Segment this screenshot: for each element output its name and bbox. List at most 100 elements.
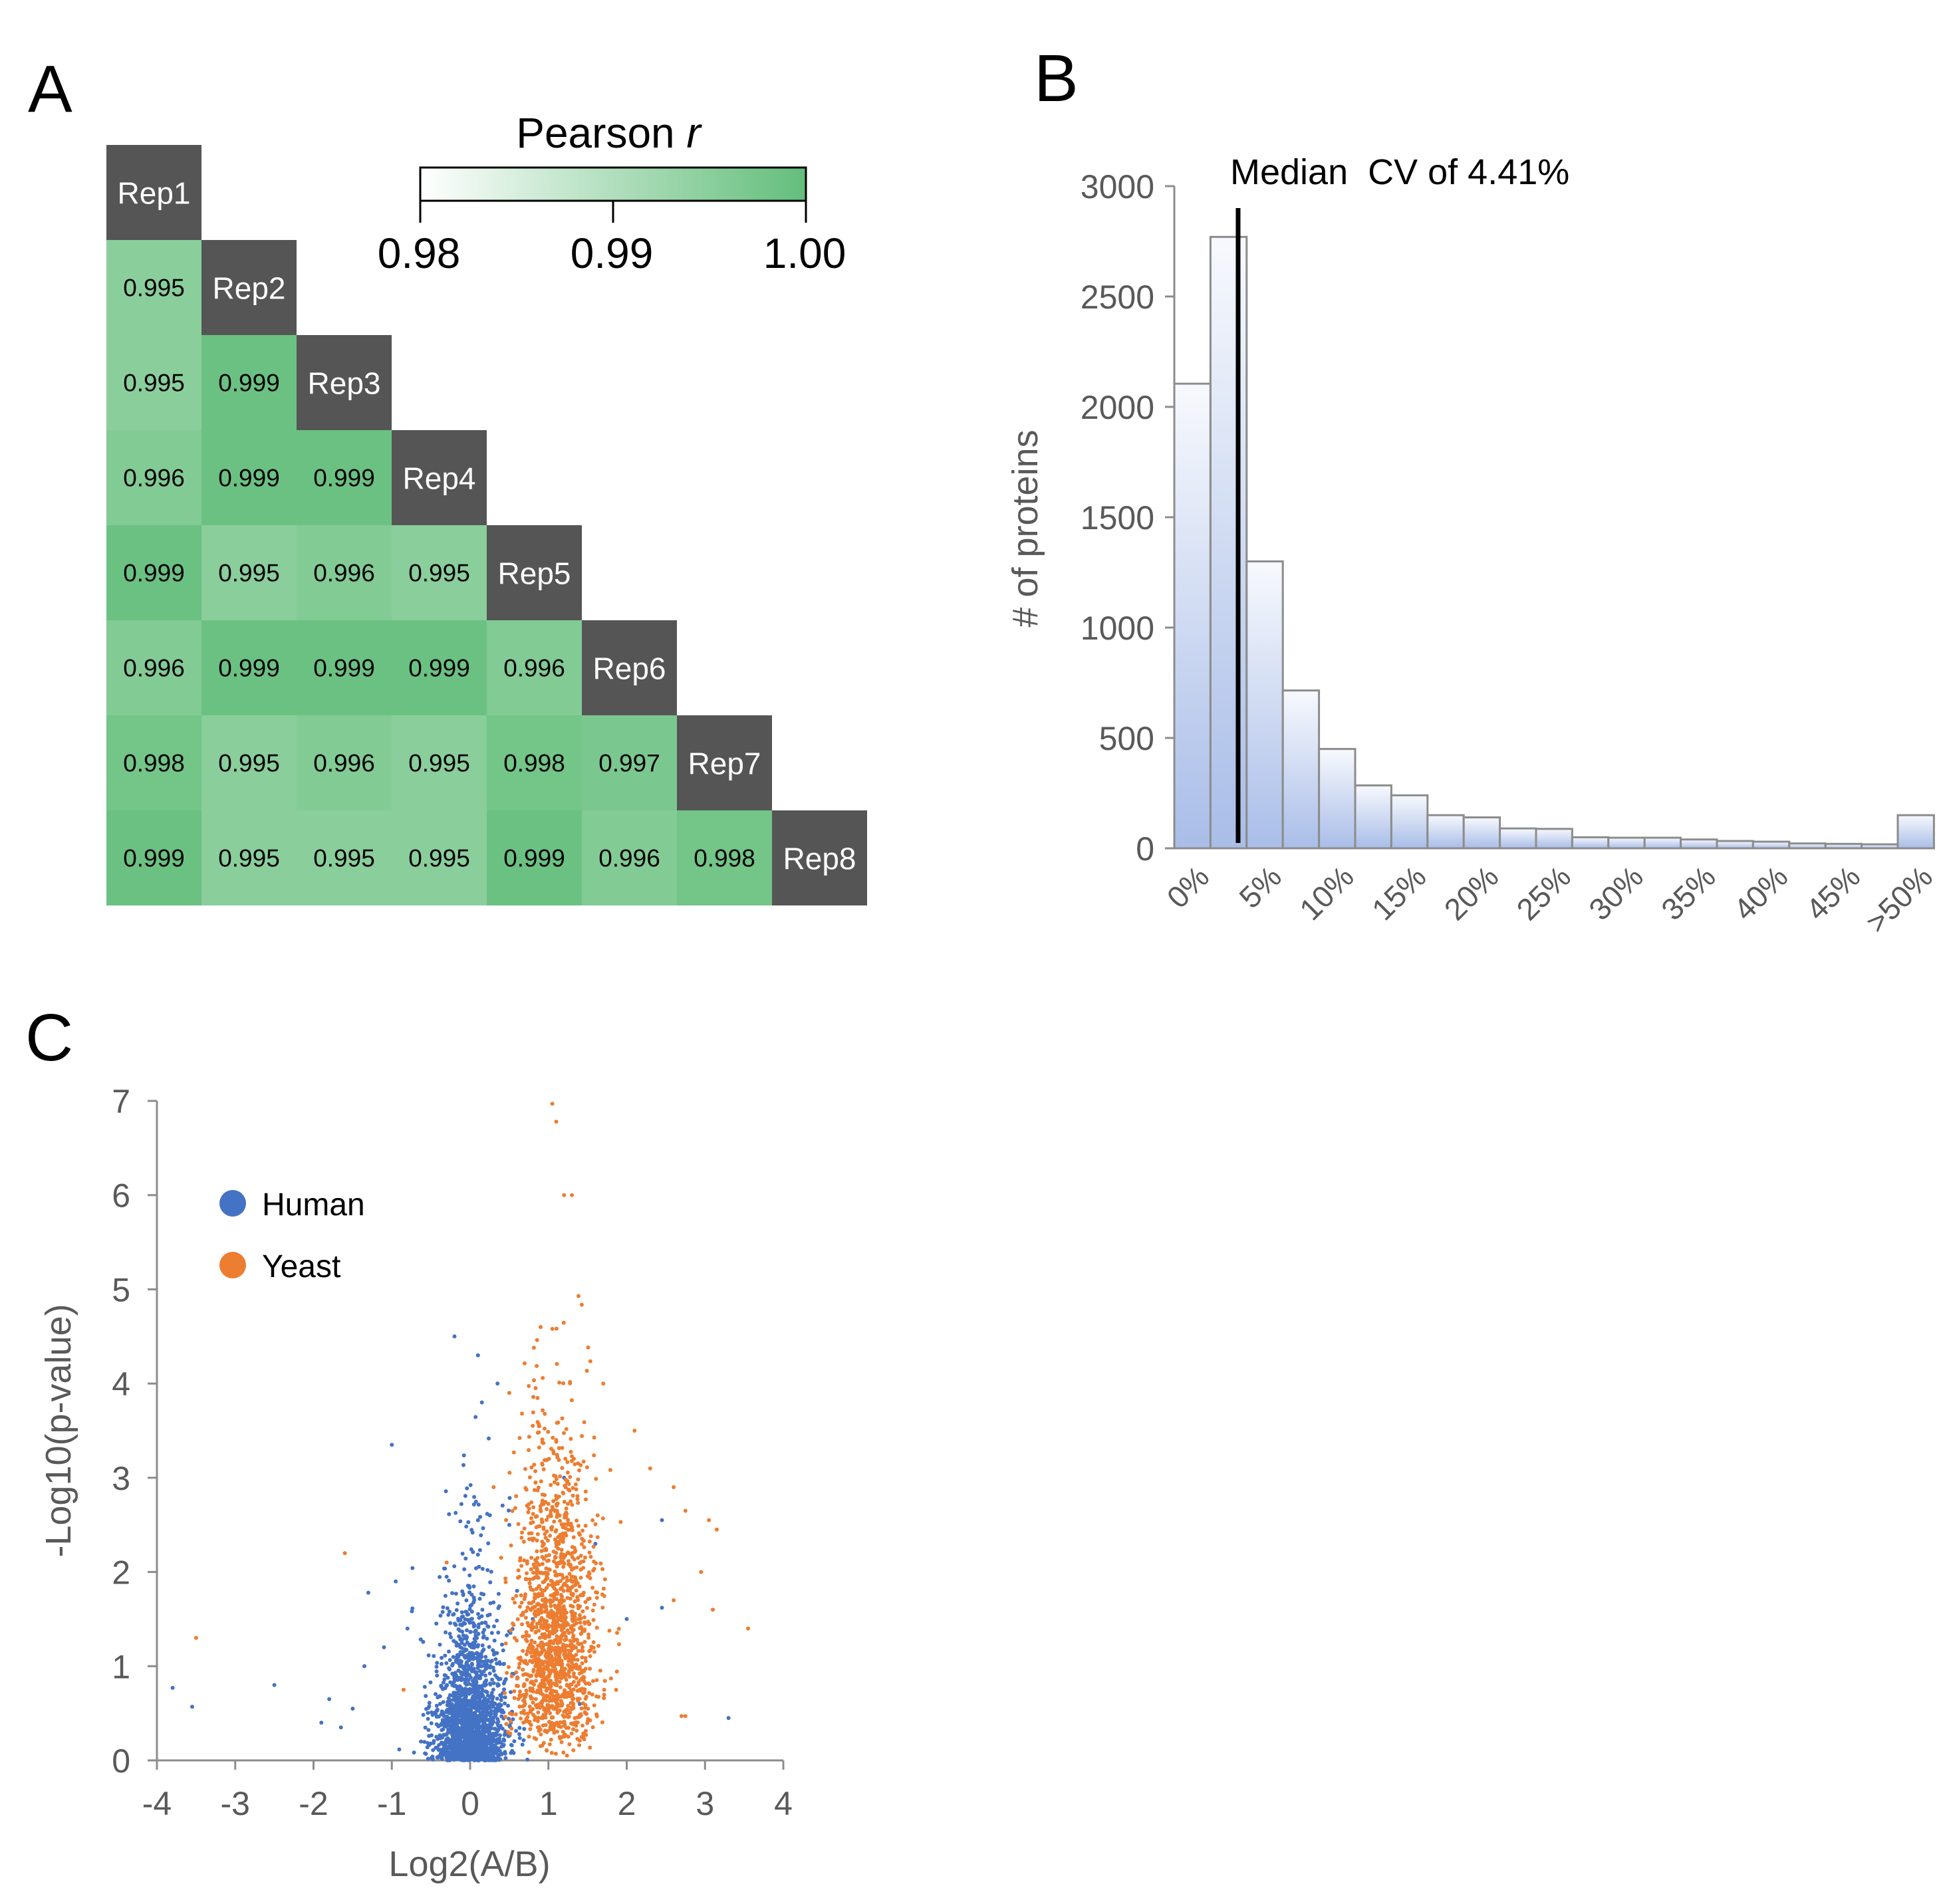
- yeast-point: [525, 1571, 529, 1576]
- human-point: [487, 1719, 492, 1723]
- human-point: [458, 1738, 463, 1742]
- yeast-point: [547, 1646, 551, 1651]
- human-point: [471, 1657, 475, 1661]
- y-axis-label: -Log10(p-value): [39, 1304, 78, 1557]
- human-point: [453, 1703, 458, 1707]
- yeast-point: [535, 1532, 540, 1536]
- human-point: [483, 1743, 487, 1747]
- yeast-point: [576, 1461, 581, 1466]
- human-point: [424, 1694, 428, 1699]
- yeast-point: [545, 1748, 549, 1752]
- human-point: [444, 1673, 448, 1678]
- yeast-point: [579, 1302, 584, 1307]
- human-point: [473, 1732, 478, 1736]
- yeast-point: [555, 1580, 560, 1584]
- yeast-point: [540, 1461, 545, 1466]
- volcano-plot: 0 1 2 3 4 5 6 7 -4 -3 -2 -1 0 1 2 3 4 Human Yeast Log2(…: [39, 1083, 793, 1884]
- human-point: [486, 1624, 491, 1629]
- yeast-point: [549, 1737, 553, 1742]
- human-point: [471, 1686, 476, 1691]
- human-point: [485, 1512, 489, 1516]
- yeast-point: [582, 1639, 587, 1644]
- human-point: [509, 1690, 513, 1695]
- yeast-point: [516, 1522, 521, 1526]
- yeast-point: [563, 1647, 568, 1652]
- yeast-point: [554, 1689, 559, 1694]
- yeast-point: [591, 1640, 596, 1645]
- yeast-point: [602, 1687, 606, 1692]
- human-point: [475, 1353, 480, 1358]
- yeast-point: [521, 1649, 525, 1653]
- yeast-point: [555, 1564, 559, 1569]
- human-point: [517, 1736, 522, 1740]
- yeast-point: [568, 1379, 573, 1384]
- human-point: [471, 1621, 476, 1626]
- human-point: [521, 1738, 526, 1742]
- yeast-point: [522, 1526, 527, 1531]
- yeast-point: [555, 1482, 560, 1487]
- human-point: [490, 1677, 495, 1682]
- yeast-point: [561, 1536, 566, 1541]
- yeast-point: [554, 1707, 559, 1711]
- human-point: [463, 1673, 468, 1678]
- yeast-point: [574, 1487, 579, 1492]
- human-point: [382, 1645, 386, 1649]
- human-point: [514, 1728, 519, 1733]
- yeast-point: [531, 1536, 536, 1541]
- yeast-point: [537, 1584, 541, 1589]
- y-tick-label: 3000: [1081, 168, 1154, 205]
- human-point: [457, 1628, 462, 1633]
- yeast-point: [571, 1727, 575, 1732]
- human-point: [431, 1748, 436, 1752]
- yeast-point: [586, 1570, 591, 1575]
- yeast-point: [549, 1483, 553, 1487]
- human-point: [472, 1494, 477, 1499]
- human-point: [483, 1655, 488, 1659]
- human-point: [426, 1756, 430, 1761]
- yeast-point: [510, 1508, 515, 1513]
- yeast-point: [525, 1715, 530, 1719]
- yeast-point: [526, 1510, 531, 1514]
- human-point: [517, 1726, 522, 1730]
- yeast-point: [525, 1605, 530, 1609]
- yeast-point: [566, 1502, 570, 1506]
- yeast-point: [575, 1728, 579, 1733]
- yeast-point: [540, 1699, 545, 1703]
- yeast-point: [590, 1692, 594, 1697]
- correlation-value: 0.999: [218, 370, 280, 397]
- legend-marker-yeast: [219, 1252, 246, 1278]
- yeast-point: [527, 1659, 532, 1663]
- human-point: [405, 1626, 410, 1631]
- yeast-point: [551, 1499, 556, 1503]
- yeast-point: [587, 1539, 592, 1544]
- yeast-point: [588, 1745, 592, 1750]
- yeast-point: [545, 1559, 549, 1563]
- yeast-point: [525, 1504, 529, 1508]
- correlation-cell: [106, 240, 201, 335]
- yeast-point: [543, 1729, 547, 1733]
- human-point: [479, 1400, 484, 1405]
- yeast-point: [746, 1626, 750, 1631]
- yeast-point: [571, 1697, 576, 1701]
- human-point: [501, 1662, 506, 1667]
- human-point: [503, 1695, 507, 1700]
- yeast-point: [590, 1518, 595, 1522]
- human-point: [502, 1687, 506, 1692]
- human-point: [434, 1621, 439, 1626]
- yeast-point: [554, 1681, 559, 1685]
- yeast-point: [529, 1516, 533, 1520]
- correlation-value: 0.998: [694, 845, 755, 872]
- correlation-value: 0.996: [123, 655, 185, 682]
- human-point: [434, 1709, 439, 1713]
- human-point: [451, 1655, 455, 1659]
- correlation-cell: [201, 335, 297, 430]
- human-point: [481, 1730, 485, 1734]
- yeast-point: [582, 1629, 586, 1633]
- yeast-point: [580, 1661, 584, 1665]
- human-point: [726, 1716, 731, 1721]
- yeast-point: [509, 1543, 513, 1548]
- heatmap-cells: [106, 145, 867, 905]
- yeast-point: [576, 1524, 581, 1528]
- human-point: [449, 1635, 453, 1639]
- yeast-point: [574, 1653, 579, 1657]
